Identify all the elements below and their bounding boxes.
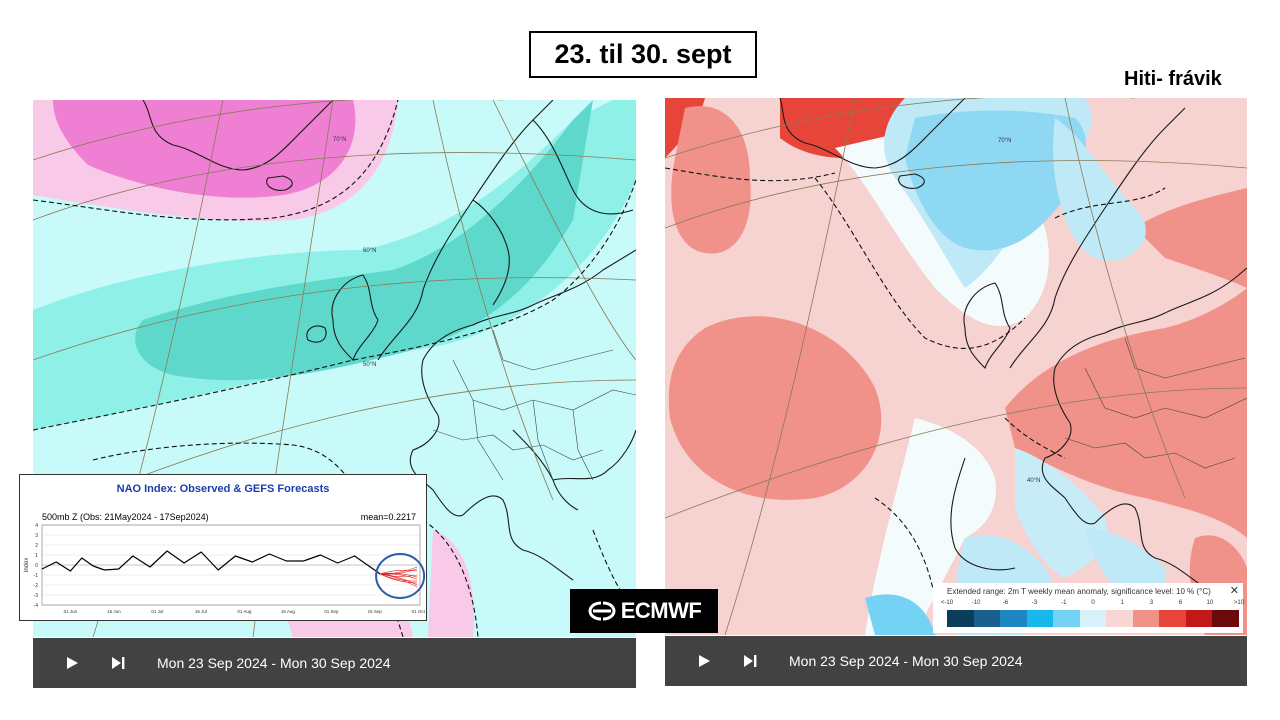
y-tick-label: 0 [35,563,38,569]
legend-tick-label: -1 [1061,600,1067,606]
legend-tick-label: 3 [1149,600,1154,606]
nao-chart-title: NAO Index: Observed & GEFS Forecasts [116,483,330,495]
legend-swatch [947,610,974,627]
nao-chart-subtitle: 500mb Z (Obs: 21May2024 - 17Sep2024) [42,512,209,522]
legend-swatch [1212,610,1240,627]
right-player-bar: Mon 23 Sep 2024 - Mon 30 Sep 2024 [665,636,1247,686]
legend-title: Extended range: 2m T weekly mean anomaly… [947,587,1211,596]
nao-chart: 4 3 2 1 0 -1 -2 -3 -4 Index 01 Jun 15 Jun 01 Jul 15 J… [24,523,426,614]
y-tick-label: 2 [35,543,38,549]
legend-tick-label: -6 [1002,600,1009,606]
legend-swatch [1132,610,1160,627]
play-icon [67,657,78,669]
legend-swatch [1159,610,1186,627]
nao-index-inset: NAO Index: Observed & GEFS Forecasts 500… [19,474,427,621]
legend-swatch [1106,610,1133,627]
legend-tick-label: -3 [1031,600,1038,606]
legend-tick-label: >10 [1233,600,1245,606]
x-tick-label: 01 Jul [151,609,163,614]
x-tick-label: 15 Jul [195,609,207,614]
play-button[interactable] [61,652,83,674]
legend-swatch [1026,610,1054,627]
forecast-member-line [380,573,418,582]
step-forward-button[interactable] [107,652,129,674]
legend-tick-label: 0 [1091,600,1095,606]
geopotential-anomaly-map: 70°N 60°N 50°N [33,100,636,637]
x-tick-label: 15 Sep [368,609,383,614]
x-tick-label: 15 Aug [281,609,296,614]
forecast-member-line [380,569,418,575]
y-tick-label: -2 [34,583,39,589]
x-tick-label: 01 Sep [324,609,339,614]
temperature-legend: Extended range: 2m T weekly mean anomaly… [933,583,1245,633]
right-map-label: Hiti- frávik [1124,68,1222,90]
legend-tick-label: <-10 [940,600,954,606]
legend-swatch [973,610,1001,627]
x-tick-label: 01 Jun [64,609,78,614]
legend-close-button[interactable]: ✕ [1229,585,1239,597]
ecmwf-logo-text: ECMWF [620,598,702,623]
temperature-anomaly-map: 70°N 40°N [665,98,1247,635]
legend-tick-label: 1 [1120,600,1124,606]
legend-swatch [1185,610,1213,627]
lat-label-50n: 50°N [363,362,377,368]
forecast-member-line [380,572,418,578]
forecast-member-line [380,573,418,586]
date-range: Mon 23 Sep 2024 - Mon 30 Sep 2024 [157,655,391,671]
slide-title: 23. til 30. sept [529,31,757,78]
step-forward-icon [112,657,125,669]
play-button[interactable] [693,650,715,672]
ecmwf-logo: ECMWF [570,589,718,633]
lat-label-40n: 40°N [1027,478,1041,484]
y-axis-label: Index [24,558,30,573]
lat-label-70n: 70°N [998,138,1012,144]
legend-tick-label: 6 [1178,600,1183,606]
left-player-bar: Mon 23 Sep 2024 - Mon 30 Sep 2024 [33,638,636,688]
observed-series-line [41,550,381,575]
step-forward-icon [744,655,757,667]
y-tick-label: -3 [34,593,39,599]
legend-tick-label: -10 [971,600,981,606]
y-tick-label: 3 [35,533,38,539]
y-tick-label: -1 [34,573,39,579]
ecmwf-logo-icon [588,601,616,621]
date-range: Mon 23 Sep 2024 - Mon 30 Sep 2024 [789,653,1023,669]
y-tick-label: 4 [35,523,38,529]
legend-tick-label: 10 [1206,600,1214,606]
legend-color-bar [947,610,1240,627]
forecast-highlight-circle [375,553,426,599]
lat-label-70n: 70°N [333,137,347,143]
step-forward-button[interactable] [739,650,761,672]
x-tick-label: 01 Oct [412,609,426,614]
x-tick-label: 15 Jun [107,609,121,614]
legend-swatch [1079,610,1107,627]
y-tick-label: 1 [35,553,38,559]
legend-swatch [1000,610,1027,627]
lat-label-60n: 60°N [363,248,377,254]
x-tick-label: 01 Aug [237,609,252,614]
nao-chart-mean: mean=0.2217 [360,512,416,522]
legend-swatch [1053,610,1080,627]
y-tick-label: -4 [34,603,39,609]
play-icon [699,655,710,667]
